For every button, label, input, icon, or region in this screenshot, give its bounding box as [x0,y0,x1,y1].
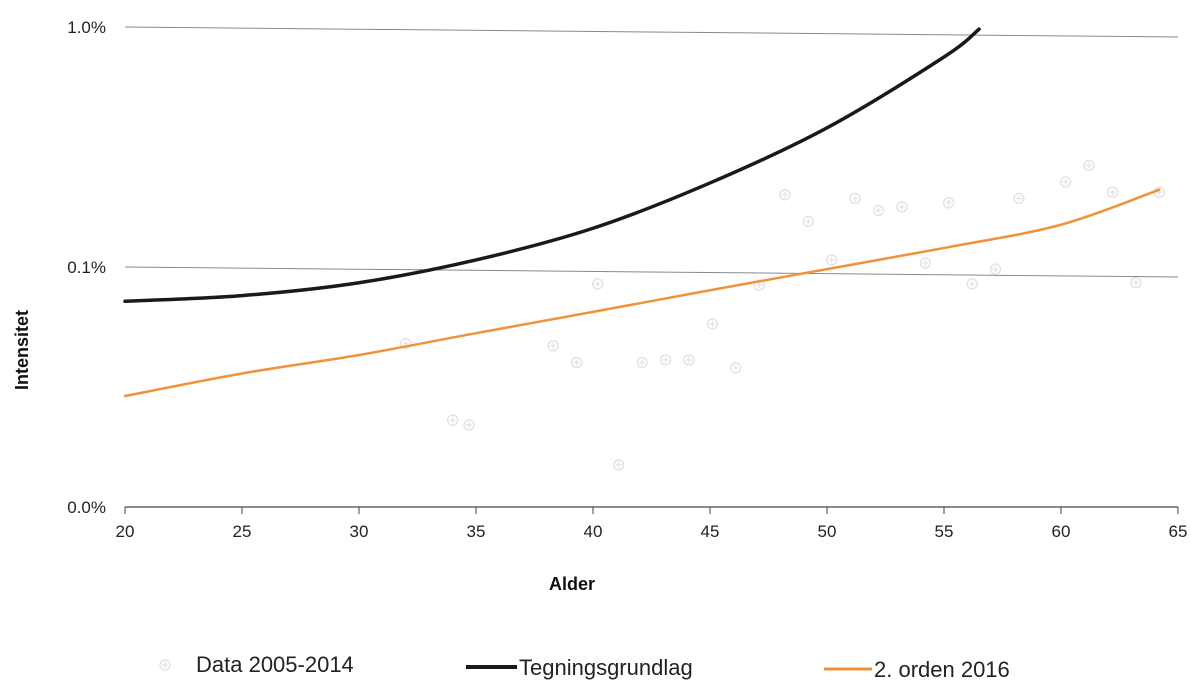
legend-item-tegningsgrundlag: Tegningsgrundlag [466,655,693,680]
x-tick-label: 35 [467,522,486,541]
data-point [636,356,648,369]
data-point [849,192,861,205]
data-point [966,278,978,290]
legend-label-orden: 2. orden 2016 [874,657,1010,682]
series-layer [123,27,1165,471]
legend: Data 2005-2014 Tegningsgrundlag 2. orden… [159,652,1010,682]
data-point [1059,176,1072,188]
orden-2016-line [123,188,1161,398]
x-tick-label: 30 [350,522,369,541]
data-point [570,356,583,369]
data-point [1013,192,1025,205]
data-point [659,354,672,366]
data-point [613,459,625,471]
gridline [124,266,1179,278]
data-point [896,201,908,213]
data-point [942,197,955,209]
y-ticks: 0.0% 0.1% 1.0% [67,18,106,517]
x-tick-label: 20 [116,522,135,541]
y-axis-title: Intensitet [12,310,32,390]
gridline [124,26,1179,38]
legend-marker-data [159,659,171,671]
legend-item-data: Data 2005-2014 [159,652,354,677]
x-axis-title: Alder [549,574,595,594]
data-point [706,318,719,330]
data-point [446,414,459,426]
data-point [779,189,791,201]
legend-label-data: Data 2005-2014 [196,652,354,677]
data-legend-marker-icon [159,659,171,671]
data-point [683,354,695,366]
data-point [919,257,931,269]
tegningsgrundlag-line [123,27,981,303]
data-point [547,339,559,352]
legend-item-orden: 2. orden 2016 [824,657,1010,682]
data-point [1083,159,1095,172]
x-tick-label: 25 [233,522,252,541]
x-tick-label: 40 [584,522,603,541]
y-tick-label: 0.0% [67,498,106,517]
x-tick-label: 55 [935,522,954,541]
data-point [730,362,742,374]
y-tick-label: 1.0% [67,18,106,37]
x-tick-label: 65 [1169,522,1188,541]
x-tick-label: 45 [701,522,720,541]
data-point [591,278,604,290]
x-tick-label: 50 [818,522,837,541]
data-point [802,215,814,228]
data-point [1130,277,1142,289]
data-point [825,254,838,266]
x-tick-label: 60 [1052,522,1071,541]
grid-lines [124,26,1179,278]
y-tick-label: 0.1% [67,258,106,277]
data-point [400,337,412,350]
data-point [989,263,1002,275]
legend-label-tegningsgrundlag: Tegningsgrundlag [519,655,693,680]
x-ticks: 20 25 30 35 40 45 50 55 60 65 [116,507,1188,541]
data-point [463,419,475,431]
data-point [872,204,885,217]
data-point [1106,186,1119,198]
